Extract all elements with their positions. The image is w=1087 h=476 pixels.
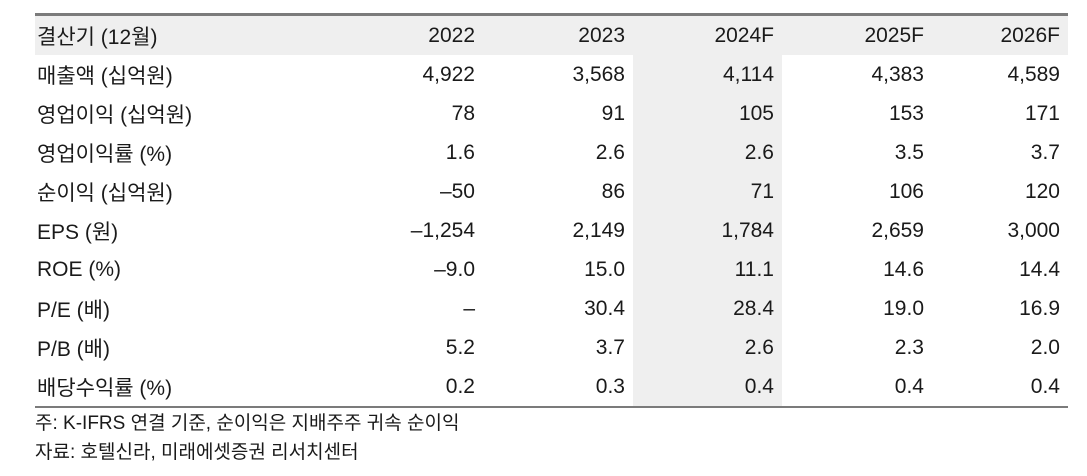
cell-value: 14.6 bbox=[883, 257, 924, 281]
cell-value: 3,568 bbox=[572, 62, 625, 86]
table-header: 결산기 (12월) 2022 2023 2024F 2025F 2026F bbox=[35, 14, 1068, 55]
cell-value: – bbox=[463, 296, 475, 320]
header-cell-2025f: 2025F bbox=[864, 23, 924, 47]
cell-value: 0.4 bbox=[932, 367, 1068, 408]
cell-value: 4,922 bbox=[422, 62, 475, 86]
row-label: 매출액 (십억원) bbox=[37, 64, 173, 88]
cell-value: 0.4 bbox=[782, 367, 932, 408]
row-label: EPS (원) bbox=[37, 220, 119, 244]
cell-value: 3.7 bbox=[1030, 140, 1060, 164]
row-label: 배당수익률 (%) bbox=[35, 367, 334, 408]
cell-value: 91 bbox=[601, 101, 625, 125]
cell-value: –50 bbox=[439, 179, 475, 203]
cell-value: 14.4 bbox=[1019, 257, 1060, 281]
row-label: 순이익 (십억원) bbox=[37, 181, 173, 205]
cell-value: 3.7 bbox=[595, 335, 625, 359]
footnotes: 주: K-IFRS 연결 기준, 순이익은 지배주주 귀속 순이익 자료: 호텔… bbox=[35, 409, 459, 467]
cell-value: 86 bbox=[601, 179, 625, 203]
cell-value: 0.2 bbox=[334, 367, 483, 408]
table-row: EPS (원) –1,254 2,149 1,784 2,659 3,000 bbox=[35, 211, 1068, 250]
footnote-basis: 주: K-IFRS 연결 기준, 순이익은 지배주주 귀속 순이익 bbox=[35, 413, 460, 434]
cell-value: 11.1 bbox=[633, 250, 782, 289]
table-row: P/E (배) – 30.4 28.4 19.0 16.9 bbox=[35, 289, 1068, 328]
cell-value: 28.4 bbox=[633, 289, 782, 328]
table-row: ROE (%) –9.0 15.0 11.1 14.6 14.4 bbox=[35, 250, 1068, 289]
cell-value: –1,254 bbox=[410, 218, 475, 242]
cell-value: 15.0 bbox=[584, 257, 625, 281]
cell-value: 16.9 bbox=[1019, 296, 1060, 320]
cell-value: 71 bbox=[633, 172, 782, 211]
table-row: 영업이익 (십억원) 78 91 105 153 171 bbox=[35, 94, 1068, 133]
footnote-source: 자료: 호텔신라, 미래에셋증권 리서치센터 bbox=[35, 442, 359, 463]
cell-value: 2.3 bbox=[894, 335, 924, 359]
row-label: ROE (%) bbox=[37, 257, 121, 281]
cell-value: 0.4 bbox=[633, 367, 782, 408]
cell-value: 4,383 bbox=[871, 62, 924, 86]
header-cell-2023: 2023 bbox=[578, 23, 625, 47]
cell-value: 3,000 bbox=[1007, 218, 1060, 242]
cell-value: 105 bbox=[633, 94, 782, 133]
row-label: P/E (배) bbox=[37, 298, 110, 322]
table-row: 영업이익률 (%) 1.6 2.6 2.6 3.5 3.7 bbox=[35, 133, 1068, 172]
cell-value: 2,149 bbox=[572, 218, 625, 242]
cell-value: 19.0 bbox=[883, 296, 924, 320]
cell-value: 2,659 bbox=[871, 218, 924, 242]
cell-value: 4,114 bbox=[633, 55, 782, 94]
table-row: P/B (배) 5.2 3.7 2.6 2.3 2.0 bbox=[35, 328, 1068, 367]
row-label: 영업이익 (십억원) bbox=[37, 103, 193, 127]
cell-value: 2.0 bbox=[1030, 335, 1060, 359]
cell-value: 1,784 bbox=[633, 211, 782, 250]
cell-value: 3.5 bbox=[894, 140, 924, 164]
cell-value: 2.6 bbox=[633, 328, 782, 367]
cell-value: 5.2 bbox=[445, 335, 475, 359]
table-row: 순이익 (십억원) –50 86 71 106 120 bbox=[35, 172, 1068, 211]
cell-value: 4,589 bbox=[1007, 62, 1060, 86]
cell-value: 1.6 bbox=[445, 140, 475, 164]
row-label: 영업이익률 (%) bbox=[37, 142, 173, 166]
cell-value: 106 bbox=[888, 179, 924, 203]
cell-value: 78 bbox=[451, 101, 475, 125]
table-row: 매출액 (십억원) 4,922 3,568 4,114 4,383 4,589 bbox=[35, 55, 1068, 94]
table-body: 매출액 (십억원) 4,922 3,568 4,114 4,383 4,589 … bbox=[35, 55, 1068, 408]
cell-value: 2.6 bbox=[595, 140, 625, 164]
header-row: 결산기 (12월) 2022 2023 2024F 2025F 2026F bbox=[35, 14, 1068, 55]
table-row: 배당수익률 (%) 0.2 0.3 0.4 0.4 0.4 bbox=[35, 367, 1068, 408]
header-cell-period: 결산기 (12월) bbox=[37, 25, 158, 49]
cell-value: 0.3 bbox=[483, 367, 633, 408]
cell-value: 171 bbox=[1024, 101, 1060, 125]
cell-value: 2.6 bbox=[633, 133, 782, 172]
cell-value: 120 bbox=[1024, 179, 1060, 203]
cell-value: 153 bbox=[888, 101, 924, 125]
cell-value: 30.4 bbox=[584, 296, 625, 320]
header-cell-2022: 2022 bbox=[428, 23, 475, 47]
header-cell-2026f: 2026F bbox=[1000, 23, 1060, 47]
financial-summary-table: 결산기 (12월) 2022 2023 2024F 2025F 2026F 매출… bbox=[35, 13, 1068, 408]
header-cell-2024f: 2024F bbox=[714, 23, 774, 47]
row-label: P/B (배) bbox=[37, 337, 110, 361]
cell-value: –9.0 bbox=[434, 257, 475, 281]
